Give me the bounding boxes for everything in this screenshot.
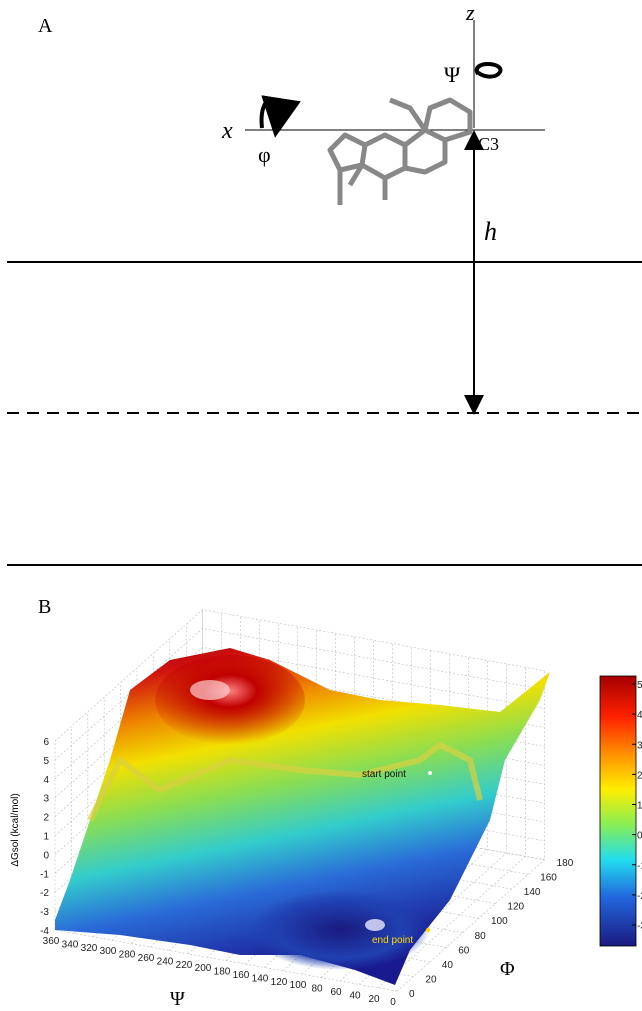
psi-tick-label: 320	[81, 943, 98, 954]
psi-axis-label: Ψ	[170, 988, 185, 1010]
x-label: x	[221, 118, 233, 144]
annotation: end point	[372, 935, 413, 946]
phi-tick-label: 20	[425, 975, 437, 986]
psi-tick-label: 120	[271, 977, 288, 988]
psi-tick-label: 20	[368, 994, 380, 1005]
phi-tick-label: 0	[409, 989, 415, 1000]
psi-tick-label: 0	[390, 997, 396, 1008]
z-tick-label: -4	[40, 926, 49, 937]
phi-label: φ	[258, 142, 271, 167]
psi-tick-label: 260	[138, 953, 155, 964]
z-tick-label: 5	[43, 756, 49, 767]
panel-label: B	[38, 596, 51, 618]
z-tick-label: 4	[43, 775, 49, 786]
psi-tick-label: 160	[233, 970, 250, 981]
z-tick-label: 0	[43, 850, 49, 861]
psi-tick-label: 200	[195, 963, 212, 974]
psi-tick-label: 360	[43, 936, 60, 947]
z-tick-label: 3	[43, 794, 49, 805]
panel-label: A	[38, 15, 53, 37]
z-tick-label: 2	[43, 813, 49, 824]
end-marker	[426, 928, 430, 932]
grid-line	[377, 667, 526, 989]
z-tick-label: -3	[40, 907, 49, 918]
z-axis-label: ΔGsol (kcal/mol)	[10, 793, 21, 866]
z-tick-label: 6	[43, 737, 49, 748]
colorbar-tick-label: -3	[637, 921, 642, 932]
energy-surface	[55, 648, 550, 985]
phi-tick-label: 60	[458, 945, 470, 956]
psi-tick-label: 40	[349, 990, 361, 1001]
annotation: start point	[362, 769, 406, 780]
phi-axis-label: Φ	[500, 958, 515, 980]
phi-rotation-arrow	[259, 95, 301, 138]
molecule	[327, 97, 473, 205]
psi-label: Ψ	[444, 62, 461, 87]
colorbar-tick-label: 4	[637, 710, 642, 721]
z-tick-label: 1	[43, 832, 49, 843]
psi-rotation-arrow	[474, 62, 503, 79]
psi-tick-label: 100	[290, 980, 307, 991]
phi-tick-label: 80	[475, 931, 487, 942]
colorbar-tick-label: 1	[637, 801, 642, 812]
psi-tick-label: 340	[62, 939, 79, 950]
colorbar-tick-label: 3	[637, 740, 642, 751]
psi-tick-label: 140	[252, 973, 269, 984]
phi-tick-label: 160	[540, 872, 557, 883]
start-marker	[428, 771, 432, 775]
colorbar	[599, 675, 637, 947]
z-tick-label: -1	[40, 869, 49, 880]
psi-tick-label: 60	[330, 987, 342, 998]
colorbar-tick-label: -1	[637, 861, 642, 872]
atom-label: C3	[478, 134, 499, 154]
colorbar-tick-label: -2	[637, 891, 642, 902]
psi-tick-label: 220	[176, 960, 193, 971]
phi-tick-label: 100	[491, 916, 508, 927]
psi-tick-label: 280	[119, 950, 136, 961]
grid-line	[54, 741, 398, 992]
psi-tick-label: 300	[100, 946, 117, 957]
grid-line	[71, 726, 414, 977]
grid-line	[87, 711, 430, 963]
z-tick-label: -2	[40, 888, 49, 899]
psi-tick-label: 240	[157, 956, 174, 967]
z-label: z	[465, 0, 475, 25]
phi-tick-label: 40	[442, 960, 454, 971]
colorbar-tick-label: 5	[637, 680, 642, 691]
colorbar-tick-label: 2	[637, 770, 642, 781]
grid-line	[103, 697, 447, 948]
phi-tick-label: 180	[557, 858, 574, 869]
psi-tick-label: 180	[214, 967, 231, 978]
phi-tick-label: 140	[524, 887, 541, 898]
colorbar-tick-label: 0	[637, 831, 642, 842]
h-label: h	[484, 217, 497, 246]
psi-tick-label: 80	[311, 984, 323, 995]
phi-tick-label: 120	[507, 902, 524, 913]
